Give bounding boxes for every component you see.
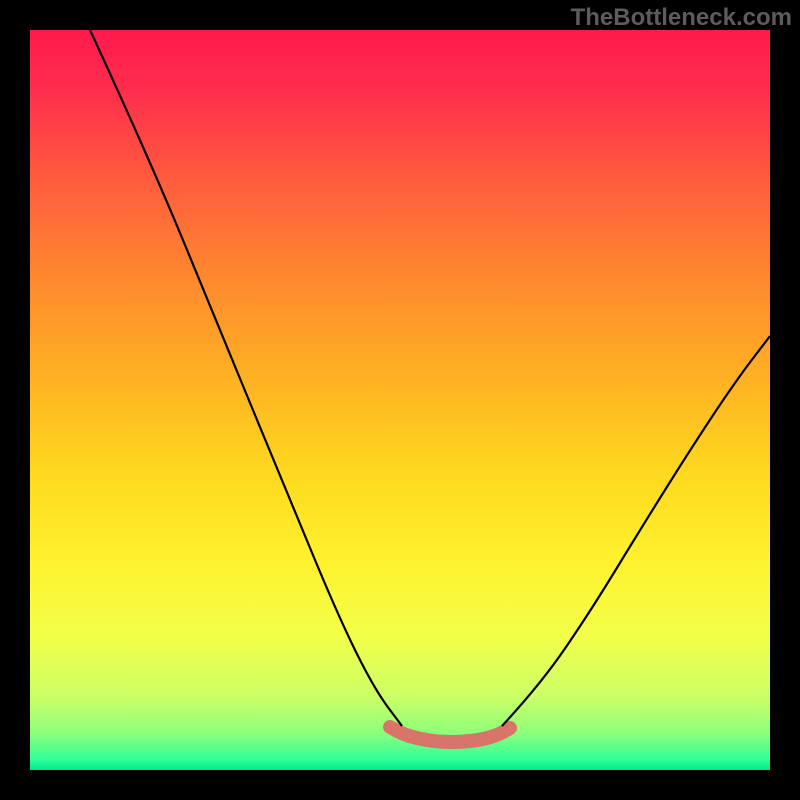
chart-plot-area	[30, 30, 770, 770]
watermark-text: TheBottleneck.com	[571, 4, 792, 32]
bottleneck-curve-layer	[30, 30, 770, 770]
curve-left-branch	[90, 30, 402, 726]
optimal-range-marker	[390, 727, 510, 742]
curve-right-branch	[502, 336, 770, 726]
